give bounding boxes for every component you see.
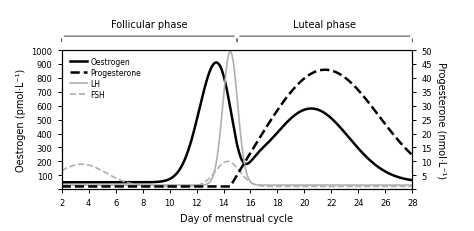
LH: [228, 51, 233, 54]
LH: [300, 184, 306, 187]
Progesterone: [322, 69, 328, 72]
FSH: [410, 185, 415, 188]
FSH: [333, 185, 339, 188]
Progesterone: [95, 185, 100, 188]
Oestrogen: [201, 91, 206, 94]
Legend: Oestrogen, Progesterone, LH, FSH: Oestrogen, Progesterone, LH, FSH: [69, 56, 143, 101]
LH: [339, 184, 345, 187]
X-axis label: Day of menstrual cycle: Day of menstrual cycle: [181, 213, 293, 223]
Text: Luteal phase: Luteal phase: [293, 20, 356, 30]
Progesterone: [333, 71, 338, 74]
Progesterone: [213, 185, 219, 188]
Progesterone: [201, 185, 206, 188]
Line: Oestrogen: Oestrogen: [62, 63, 412, 182]
FSH: [59, 170, 64, 172]
Oestrogen: [59, 181, 64, 184]
Y-axis label: Progesterone (nmol·L⁻¹): Progesterone (nmol·L⁻¹): [436, 62, 446, 178]
Progesterone: [410, 154, 415, 157]
FSH: [339, 185, 345, 188]
LH: [201, 184, 206, 186]
Oestrogen: [213, 62, 219, 65]
Line: Progesterone: Progesterone: [62, 70, 412, 187]
Progesterone: [300, 79, 305, 82]
FSH: [213, 169, 219, 172]
LH: [95, 184, 100, 187]
Line: LH: LH: [62, 52, 412, 185]
Oestrogen: [300, 109, 306, 112]
LH: [410, 184, 415, 187]
Progesterone: [339, 75, 345, 77]
Line: FSH: FSH: [62, 162, 412, 187]
FSH: [332, 185, 338, 188]
Oestrogen: [339, 128, 345, 131]
FSH: [95, 167, 100, 170]
Text: Follicular phase: Follicular phase: [111, 20, 188, 30]
Oestrogen: [410, 179, 415, 182]
FSH: [300, 185, 306, 188]
LH: [333, 184, 338, 187]
FSH: [201, 182, 206, 185]
FSH: [225, 160, 230, 163]
Progesterone: [59, 185, 64, 188]
Y-axis label: Oestrogen (pmol·L⁻¹): Oestrogen (pmol·L⁻¹): [16, 69, 26, 172]
Oestrogen: [95, 181, 100, 184]
Oestrogen: [214, 62, 219, 65]
LH: [59, 184, 64, 187]
Oestrogen: [333, 121, 338, 124]
LH: [213, 162, 219, 165]
